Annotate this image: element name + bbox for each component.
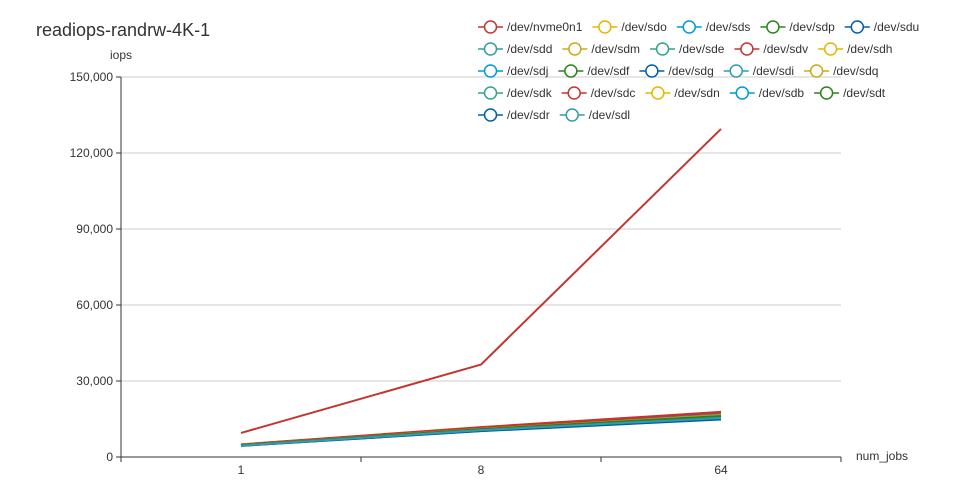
legend-item[interactable]: /dev/sde [650, 42, 725, 56]
legend-label: /dev/sdp [789, 20, 835, 34]
y-tick-label: 90,000 [76, 222, 113, 236]
legend-label: /dev/sdo [621, 20, 667, 34]
legend-label: /dev/nvme0n1 [507, 20, 583, 34]
legend-circle-icon [483, 20, 498, 34]
legend-circle-icon [735, 86, 749, 100]
series-lines [240, 128, 722, 447]
legend-circle-icon [564, 64, 578, 78]
legend-item[interactable]: /dev/sdv [734, 42, 808, 56]
series-line-21 [240, 416, 722, 447]
legend[interactable]: /dev/nvme0n1/dev/sdo/dev/sds/dev/sdp/dev… [478, 20, 919, 122]
legend-circle-icon [567, 86, 581, 100]
legend-label: /dev/sdr [507, 108, 550, 122]
legend-label: /dev/sdj [507, 64, 548, 78]
legend-circle-icon [568, 42, 582, 56]
y-tick-label: 120,000 [70, 146, 114, 160]
legend-item[interactable]: /dev/sdf [558, 64, 630, 78]
legend-label: /dev/sdf [587, 64, 630, 78]
legend-label: /dev/sdb [759, 86, 805, 100]
legend-label: /dev/sdc [591, 86, 636, 100]
legend-circle-icon [655, 42, 670, 56]
y-tick-label: 150,000 [70, 70, 114, 84]
legend-item[interactable]: /dev/sdc [561, 86, 636, 100]
legend-item[interactable]: /dev/sdq [804, 64, 878, 78]
legend-item[interactable]: /dev/sdt [814, 86, 886, 100]
x-tick-labels: 1 8 64 [238, 463, 728, 477]
legend-label: /dev/sdq [833, 64, 878, 78]
legend-circle-icon [766, 20, 780, 34]
legend-circle-icon [651, 86, 665, 100]
legend-item[interactable]: /dev/nvme0n1 [478, 20, 583, 34]
legend-item[interactable]: /dev/sdo [592, 20, 667, 34]
legend-label: /dev/sdd [507, 42, 552, 56]
legend-circle-icon [645, 64, 659, 78]
legend-item[interactable]: /dev/sdk [478, 86, 553, 100]
legend-item[interactable]: /dev/sdb [729, 86, 805, 100]
x-tick-label: 1 [238, 463, 245, 477]
legend-circle-icon [483, 86, 498, 100]
legend-circle-icon [823, 42, 838, 56]
legend-label: /dev/sdk [507, 86, 553, 100]
legend-item[interactable]: /dev/sdl [559, 108, 630, 122]
legend-item[interactable]: /dev/sdp [760, 20, 835, 34]
legend-item[interactable]: /dev/sds [676, 20, 751, 34]
legend-circle-icon [682, 20, 696, 34]
x-tick-label: 8 [478, 463, 485, 477]
legend-label: /dev/sds [706, 20, 751, 34]
legend-item[interactable]: /dev/sdi [723, 64, 794, 78]
legend-circle-icon [729, 64, 743, 78]
y-tick-label: 60,000 [76, 298, 113, 312]
legend-circle-icon [565, 108, 579, 122]
legend-circle-icon [850, 20, 865, 34]
y-tick-label: 0 [106, 450, 113, 464]
x-tick-label: 64 [714, 463, 728, 477]
grid-lines [121, 76, 841, 382]
legend-circle-icon [740, 42, 754, 56]
legend-item[interactable]: /dev/sdj [478, 64, 548, 78]
legend-label: /dev/sdg [668, 64, 713, 78]
legend-label: /dev/sdh [847, 42, 892, 56]
y-tick-labels: 0 30,000 60,000 90,000 120,000 150,000 [70, 70, 114, 464]
legend-label: /dev/sdm [591, 42, 640, 56]
legend-circle-icon [819, 86, 834, 100]
chart-title: readiops-randrw-4K-1 [36, 20, 210, 40]
legend-circle-icon [483, 42, 498, 56]
legend-label: /dev/sdl [589, 108, 630, 122]
legend-item[interactable]: /dev/sdd [478, 42, 552, 56]
legend-item[interactable]: /dev/sdn [645, 86, 720, 100]
legend-circle-icon [809, 64, 824, 78]
legend-label: /dev/sdt [843, 86, 886, 100]
legend-label: /dev/sde [679, 42, 725, 56]
legend-item[interactable]: /dev/sdr [478, 108, 550, 122]
legend-item[interactable]: /dev/sdg [639, 64, 714, 78]
y-axis-label: iops [110, 48, 132, 62]
legend-label: /dev/sdi [753, 64, 794, 78]
legend-circle-icon [483, 64, 498, 78]
legend-circle-icon [483, 108, 498, 122]
legend-label: /dev/sdu [874, 20, 919, 34]
legend-item[interactable]: /dev/sdu [844, 20, 919, 34]
legend-label: /dev/sdv [763, 42, 808, 56]
x-axis-label: num_jobs [856, 449, 908, 463]
y-tick-label: 30,000 [76, 374, 113, 388]
axes [116, 76, 842, 462]
legend-item[interactable]: /dev/sdh [818, 42, 892, 56]
legend-item[interactable]: /dev/sdm [562, 42, 640, 56]
legend-label: /dev/sdn [674, 86, 719, 100]
series-line-0 [240, 128, 722, 434]
legend-circle-icon [598, 20, 612, 34]
